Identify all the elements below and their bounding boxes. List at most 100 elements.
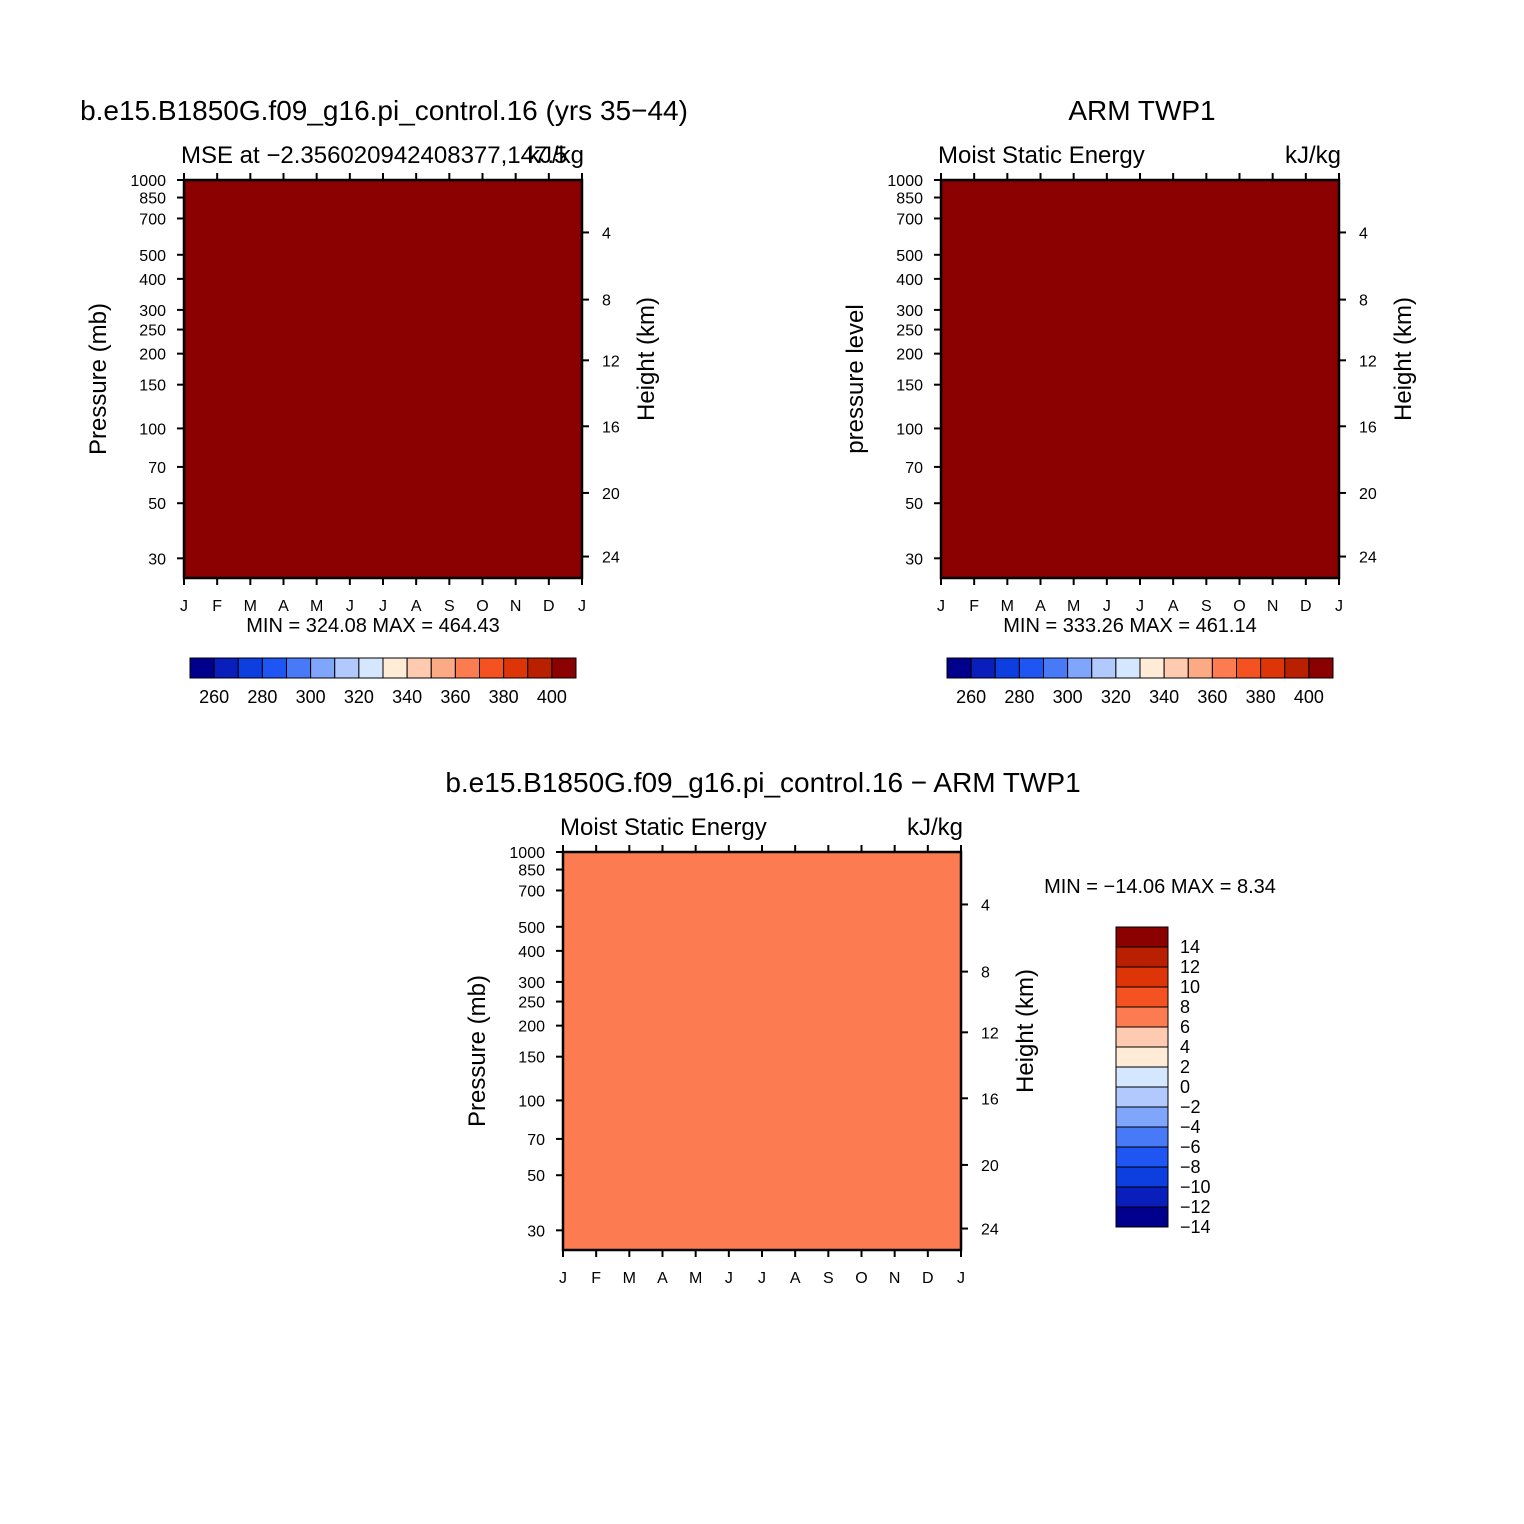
colorbar-swatch — [970, 657, 996, 679]
colorbar-swatch — [551, 657, 577, 679]
contour-band — [184, 180, 582, 495]
y-tick-label: 50 — [148, 496, 166, 513]
x-tick-label: A — [411, 598, 422, 615]
y-axis-right-label: Height (km) — [1012, 969, 1039, 1093]
x-tick-label: D — [922, 1270, 934, 1287]
x-tick-label: M — [1067, 598, 1080, 615]
y-tick-right-label: 24 — [1359, 550, 1377, 567]
colorbar-label: 340 — [1149, 687, 1179, 707]
colorbar-swatch — [503, 657, 529, 679]
colorbar-swatch — [454, 657, 480, 679]
colorbar-label: 4 — [1180, 1037, 1190, 1057]
x-tick-label: J — [559, 1270, 567, 1287]
x-tick-label: J — [725, 1270, 733, 1287]
y-tick-label: 150 — [896, 378, 923, 395]
contour-band — [941, 180, 1339, 486]
min-max-text: MIN = 324.08 MAX = 464.43 — [246, 615, 500, 637]
y-tick-label: 300 — [518, 975, 545, 992]
y-tick-label: 850 — [896, 191, 923, 208]
colorbar-label: −14 — [1180, 1217, 1211, 1237]
colorbar-swatch — [994, 657, 1020, 679]
colorbar-swatch — [1115, 1006, 1169, 1028]
colorbar-swatch — [1115, 1106, 1169, 1128]
y-axis-label: Pressure (mb) — [85, 303, 112, 455]
x-tick-label: S — [444, 598, 455, 615]
colorbar: 260 280 300 320 340 360 380 400 — [189, 657, 577, 707]
colorbar-swatch — [382, 657, 408, 679]
y-tick-right-label: 4 — [602, 225, 611, 242]
colorbar-label: −10 — [1180, 1177, 1211, 1197]
y-tick-right-label: 20 — [1359, 486, 1377, 503]
colorbar-label: −12 — [1180, 1197, 1211, 1217]
y-tick-label: 300 — [896, 303, 923, 320]
x-tick-label: A — [657, 1270, 668, 1287]
y-tick-right-label: 12 — [981, 1025, 999, 1042]
colorbar-label: 360 — [1197, 687, 1227, 707]
y-tick-label: 100 — [139, 421, 166, 438]
y-tick-right-label: 4 — [1359, 225, 1368, 242]
colorbar-label: 6 — [1180, 1017, 1190, 1037]
y-tick-label: 1000 — [130, 173, 166, 190]
colorbar: 260 280 300 320 340 360 380 400 — [946, 657, 1334, 707]
colorbar-swatch — [1115, 926, 1169, 948]
y-tick-label: 1000 — [509, 845, 545, 862]
colorbar-label: 300 — [296, 687, 326, 707]
y-tick-label: 250 — [139, 323, 166, 340]
chart-subtitle: Moist Static Energy — [938, 142, 1145, 169]
plot-area — [563, 852, 961, 1250]
colorbar-swatch — [1115, 1166, 1169, 1188]
x-tick-label: A — [790, 1270, 801, 1287]
chart-title: b.e15.B1850G.f09_g16.pi_control.16 (yrs … — [80, 95, 688, 126]
colorbar-label: −8 — [1180, 1157, 1201, 1177]
x-tick-label: J — [937, 598, 945, 615]
y-tick-label: 70 — [527, 1132, 545, 1149]
colorbar-swatch — [1211, 657, 1237, 679]
y-tick-label: 1000 — [887, 173, 923, 190]
colorbar-swatch — [1308, 657, 1334, 679]
chart-units: kJ/kg — [1285, 142, 1341, 169]
x-tick-label: S — [1201, 598, 1212, 615]
colorbar-swatch — [430, 657, 456, 679]
y-tick-right-label: 8 — [602, 293, 611, 310]
colorbar-label: −6 — [1180, 1137, 1201, 1157]
x-tick-label: J — [180, 598, 188, 615]
colorbar-swatch — [1115, 1046, 1169, 1068]
y-tick-label: 850 — [518, 863, 545, 880]
x-tick-label: N — [510, 598, 522, 615]
x-tick-label: A — [1035, 598, 1046, 615]
x-tick-label: M — [310, 598, 323, 615]
y-tick-label: 400 — [139, 272, 166, 289]
chart-panel-3: b.e15.B1850G.f09_g16.pi_control.16 − ARM… — [445, 767, 1276, 1287]
colorbar-swatch — [286, 657, 312, 679]
y-tick-label: 30 — [148, 551, 166, 568]
colorbar-label: 260 — [956, 687, 986, 707]
colorbar-swatch — [1115, 657, 1141, 679]
colorbar-label: −4 — [1180, 1117, 1201, 1137]
chart-title: ARM TWP1 — [1068, 95, 1215, 126]
colorbar-label: 300 — [1053, 687, 1083, 707]
y-tick-right-label: 24 — [602, 550, 620, 567]
x-tick-label: M — [1001, 598, 1014, 615]
x-tick-label: D — [1300, 598, 1312, 615]
colorbar-swatch — [237, 657, 263, 679]
y-axis-right-label: Height (km) — [1390, 297, 1417, 421]
y-tick-label: 500 — [139, 248, 166, 265]
colorbar-swatch — [310, 657, 336, 679]
x-tick-label: J — [379, 598, 387, 615]
contour-band — [563, 852, 961, 1250]
y-axis-right-label: Height (km) — [633, 297, 660, 421]
colorbar-label: 320 — [344, 687, 374, 707]
x-tick-label: N — [889, 1270, 901, 1287]
y-tick-right-label: 16 — [602, 419, 620, 436]
colorbar-swatch — [1163, 657, 1189, 679]
y-tick-label: 200 — [139, 347, 166, 364]
y-tick-right-label: 20 — [602, 486, 620, 503]
colorbar-label: 280 — [247, 687, 277, 707]
colorbar-swatch — [1115, 1146, 1169, 1168]
colorbar-label: 400 — [537, 687, 567, 707]
colorbar-label: 260 — [199, 687, 229, 707]
colorbar-swatch — [1139, 657, 1165, 679]
chart-title: b.e15.B1850G.f09_g16.pi_control.16 − ARM… — [445, 767, 1080, 798]
colorbar-swatch — [213, 657, 239, 679]
